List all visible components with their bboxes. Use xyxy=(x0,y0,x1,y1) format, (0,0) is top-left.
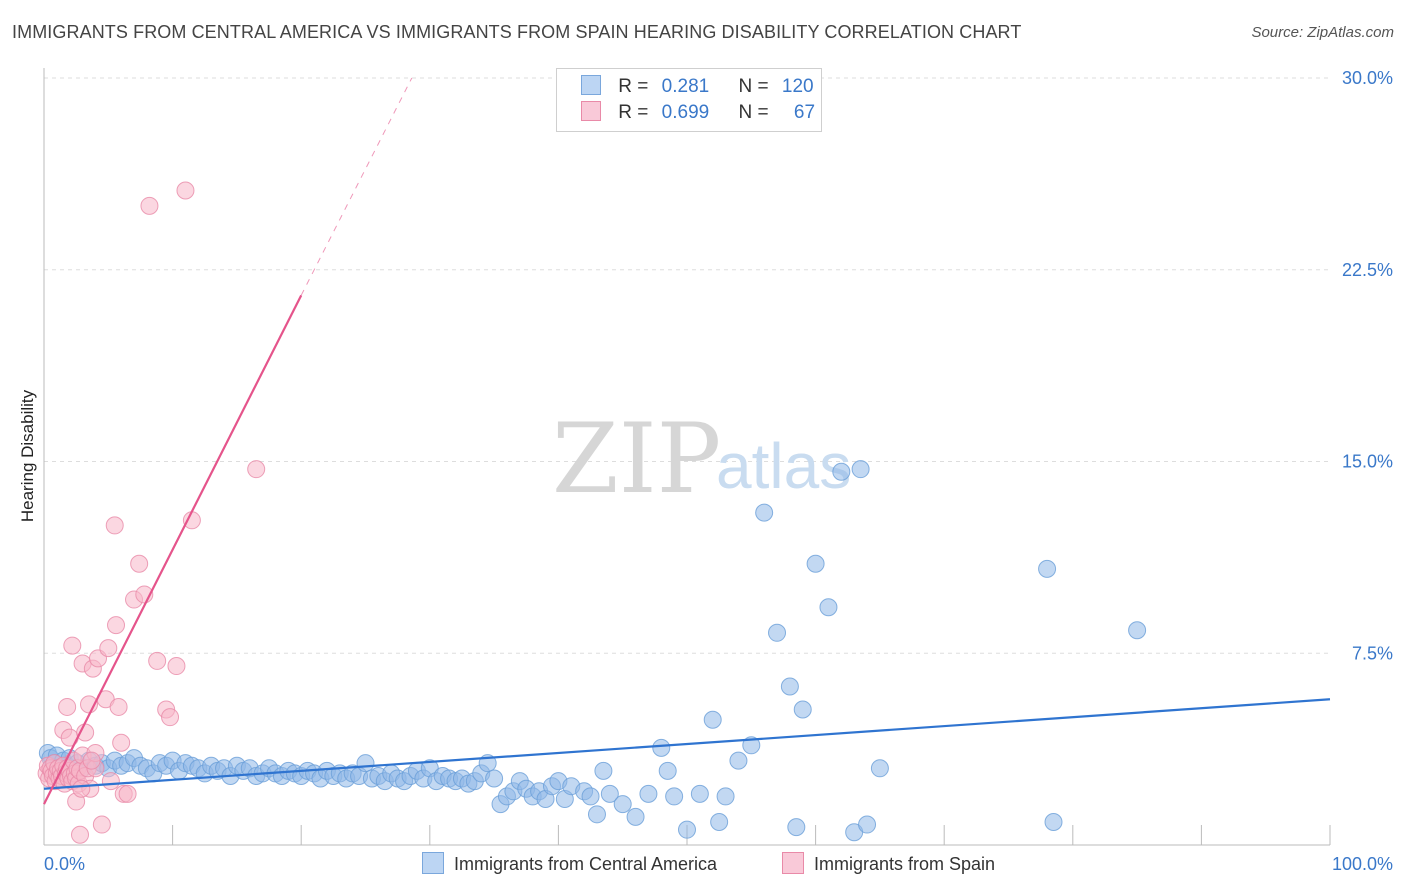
data-point-central-america xyxy=(793,700,812,719)
data-point-central-america xyxy=(806,554,825,573)
data-point-spain xyxy=(72,779,91,798)
data-point-central-america xyxy=(858,815,877,834)
data-point-spain xyxy=(99,639,118,658)
data-point-central-america xyxy=(639,784,658,803)
data-point-central-america xyxy=(703,710,722,729)
data-point-spain xyxy=(58,697,77,716)
data-point-spain xyxy=(167,657,186,676)
legend-r-value: 0.281 xyxy=(661,76,710,97)
y-tick-label: 7.5% xyxy=(1352,643,1393,663)
watermark-atlas: atlas xyxy=(716,430,851,502)
x-tick-label: 0.0% xyxy=(44,854,85,874)
data-point-central-america xyxy=(587,805,606,824)
axes xyxy=(43,68,1331,846)
legend-row-spain: R = 0.699 N = 67 xyxy=(581,101,815,127)
data-point-central-america xyxy=(755,503,774,522)
data-point-central-america xyxy=(690,784,709,803)
tick-labels: 7.5% 15.0% 22.5% 30.0% 0.0% 100.0% xyxy=(44,68,1393,874)
data-point-spain xyxy=(161,708,180,727)
bottom-legend-label: Immigrants from Spain xyxy=(814,854,996,874)
data-point-spain xyxy=(182,511,201,530)
data-point-central-america xyxy=(716,787,735,806)
data-point-central-america xyxy=(780,677,799,696)
bottom-legend-swatch-pink xyxy=(782,852,804,874)
legend-r-value: 0.699 xyxy=(661,102,710,123)
legend-swatch-pink xyxy=(581,101,601,121)
data-point-spain xyxy=(130,554,149,573)
legend-n-label: N = xyxy=(738,102,769,123)
bottom-legend-central-america: Immigrants from Central America xyxy=(422,852,717,875)
legend-n-value: 67 xyxy=(793,102,816,123)
data-point-spain xyxy=(105,516,124,535)
series-spain-points xyxy=(37,181,266,844)
stats-legend: R = 0.281 N = 120 R = 0.699 N = 67 xyxy=(556,68,822,132)
data-point-spain xyxy=(148,651,167,670)
data-point-central-america xyxy=(613,795,632,814)
data-point-central-america xyxy=(356,754,375,773)
trend-line-spain-extension xyxy=(300,77,413,296)
data-point-central-america xyxy=(600,784,619,803)
y-tick-label: 22.5% xyxy=(1342,260,1393,280)
data-point-spain xyxy=(82,751,101,770)
trend-lines xyxy=(43,77,1331,805)
data-point-spain xyxy=(109,697,128,716)
data-point-central-america xyxy=(710,812,729,831)
watermark-zip: ZIP xyxy=(552,403,721,515)
data-point-central-america xyxy=(1128,621,1147,640)
trend-line-spain xyxy=(43,294,303,805)
data-point-spain xyxy=(101,772,120,791)
data-point-central-america xyxy=(678,820,696,839)
data-point-spain xyxy=(107,616,126,635)
data-point-spain xyxy=(92,815,111,834)
bottom-legend-label: Immigrants from Central America xyxy=(454,854,718,874)
data-point-central-america xyxy=(658,761,677,780)
data-point-central-america xyxy=(652,738,671,757)
data-point-spain xyxy=(176,181,195,200)
data-point-central-america xyxy=(581,787,600,806)
data-point-central-america xyxy=(665,787,684,806)
data-point-spain xyxy=(112,733,131,752)
data-point-central-america xyxy=(787,818,806,837)
data-point-spain xyxy=(247,460,266,479)
data-point-spain xyxy=(63,636,82,655)
data-point-spain xyxy=(118,784,137,803)
data-point-central-america xyxy=(851,460,870,479)
legend-n-value: 120 xyxy=(781,76,814,97)
data-point-central-america xyxy=(626,807,645,826)
x-tick-label: 100.0% xyxy=(1332,854,1393,874)
data-point-central-america xyxy=(768,623,787,642)
data-point-central-america xyxy=(1038,559,1057,578)
data-point-spain xyxy=(140,196,159,215)
bottom-legend-spain: Immigrants from Spain xyxy=(782,852,995,875)
source-label: Source: ZipAtlas.com xyxy=(1251,24,1394,41)
data-point-central-america xyxy=(594,761,613,780)
legend-swatch-blue xyxy=(581,75,601,95)
data-point-central-america xyxy=(1044,812,1063,831)
legend-row-central-america: R = 0.281 N = 120 xyxy=(581,75,814,101)
grid-lines xyxy=(44,77,1330,654)
data-point-central-america xyxy=(832,462,851,481)
data-point-central-america xyxy=(870,759,889,778)
data-point-central-america xyxy=(485,769,504,788)
trend-line-central-america xyxy=(43,698,1331,790)
data-point-central-america xyxy=(742,736,761,755)
data-point-central-america xyxy=(819,598,838,617)
legend-r-label: R = xyxy=(618,76,649,97)
series-central-america-points xyxy=(38,460,1147,842)
y-tick-label: 30.0% xyxy=(1342,68,1393,88)
chart-title: IMMIGRANTS FROM CENTRAL AMERICA VS IMMIG… xyxy=(12,22,1022,42)
data-point-spain xyxy=(71,825,90,844)
y-tick-label: 15.0% xyxy=(1342,452,1393,472)
legend-n-label: N = xyxy=(738,76,769,97)
y-axis-label: Hearing Disability xyxy=(18,389,37,522)
bottom-legend-swatch-blue xyxy=(422,852,444,874)
data-point-central-america xyxy=(729,751,748,770)
legend-r-label: R = xyxy=(618,102,649,123)
